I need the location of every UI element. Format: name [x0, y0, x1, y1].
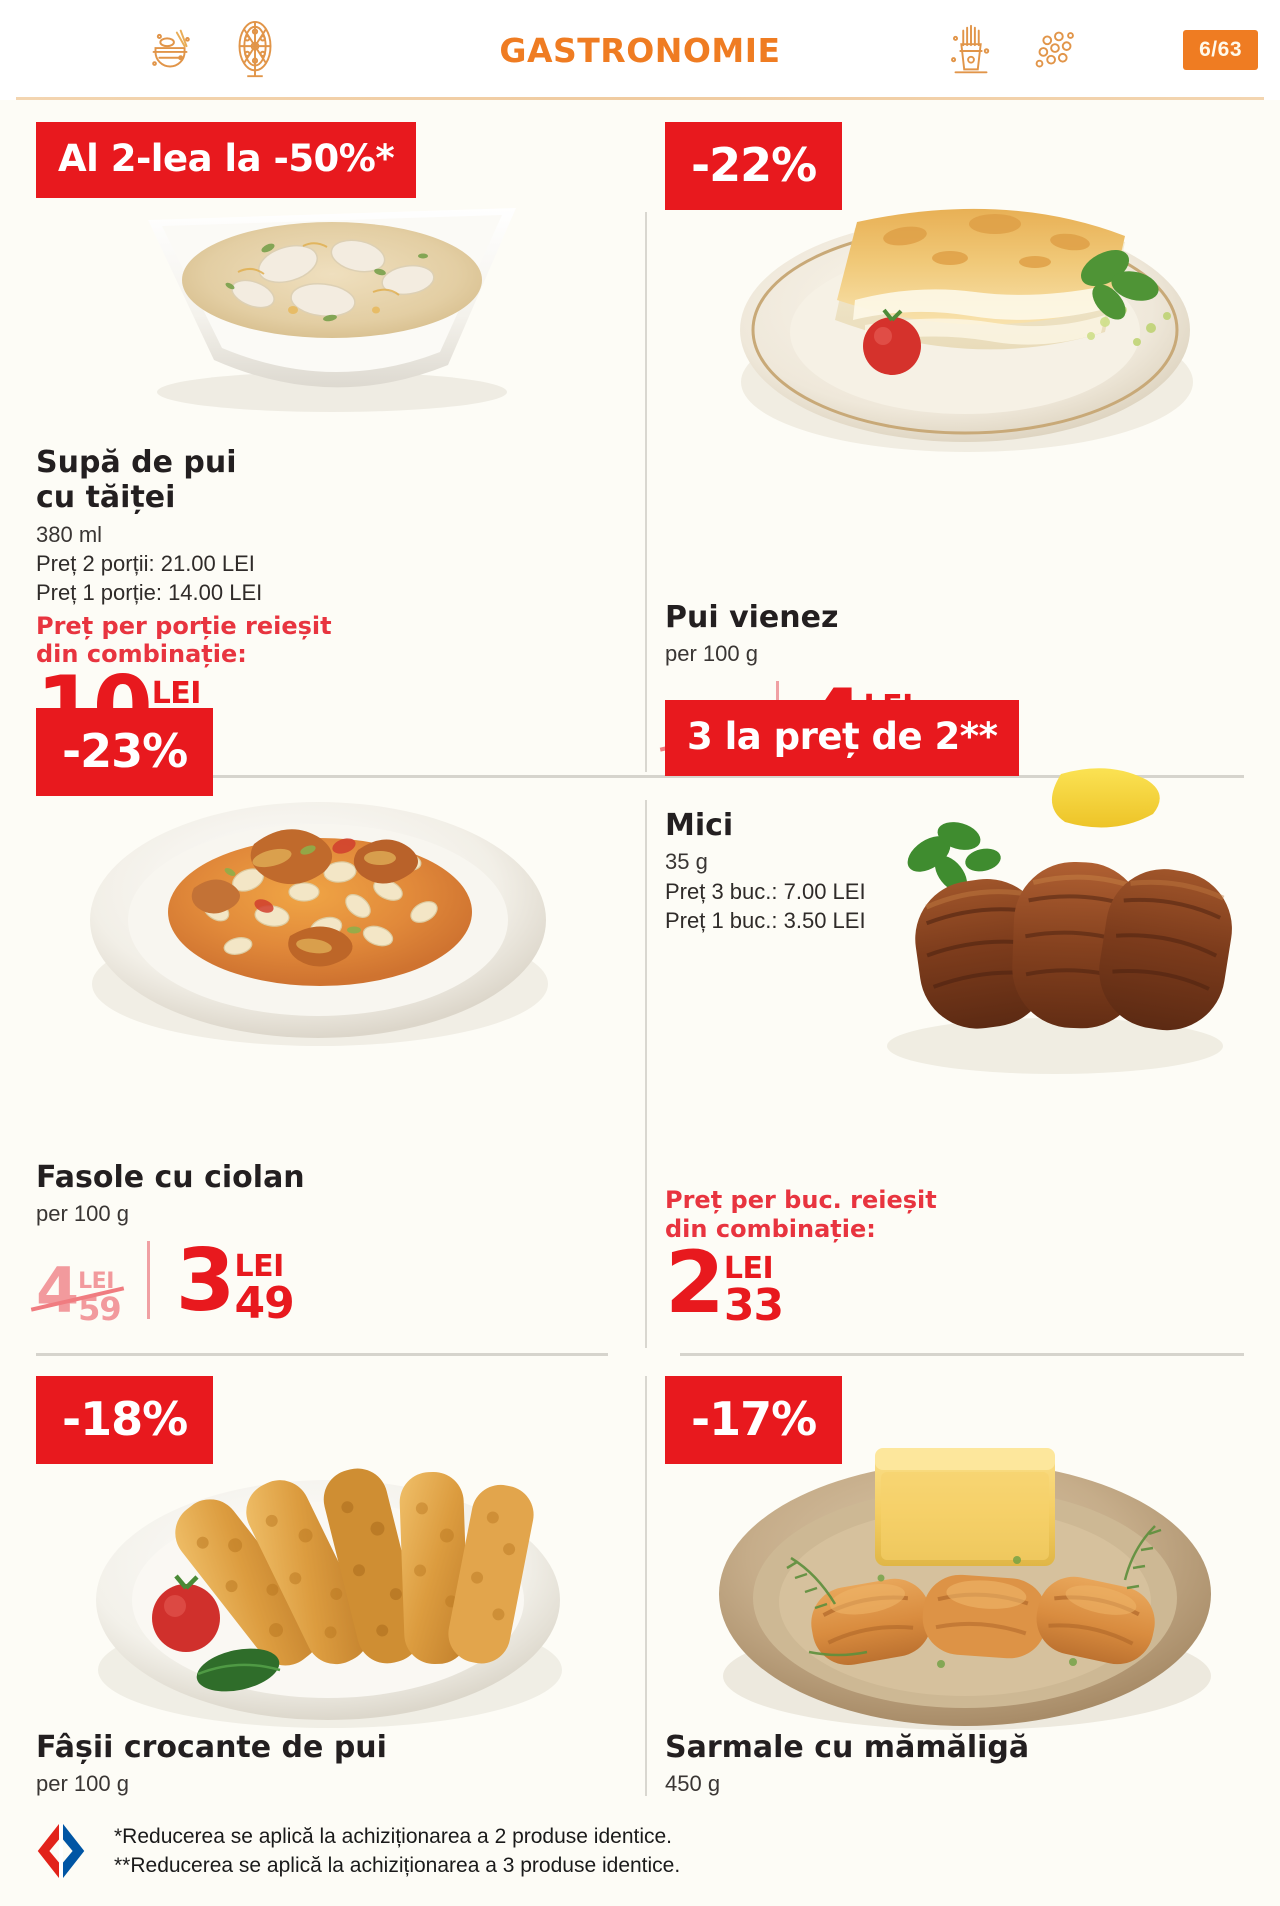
product-grid: Al 2-lea la -50%* Supă de pui cu tăiței …: [0, 100, 1280, 1896]
crispy-chicken-strips-photo: [58, 1418, 598, 1748]
combo-label: Preț per buc. reieșit din combinație:: [665, 1186, 937, 1243]
column-divider-row1: [645, 212, 647, 772]
page-header: GASTRONOMIE 6/63: [0, 0, 1280, 100]
row-divider-2-left: [36, 1353, 608, 1356]
footnote-2: **Reducerea se aplică la achiziționarea …: [114, 1854, 681, 1877]
page-footer: *Reducerea se aplică la achiziționarea a…: [0, 1796, 1280, 1906]
old-price: 4 LEI 59: [36, 1254, 122, 1329]
row-divider-1: [36, 775, 1244, 778]
product-name: Supă de pui cu tăiței: [36, 445, 237, 516]
product-card-fasole-cu-ciolan[interactable]: -23% Fasole cu ciolan per 100 g 4 LEI 59…: [18, 680, 638, 1348]
header-icons-right: [940, 19, 1086, 81]
product-price-line-1: Preț 2 porții: 21.00 LEI: [36, 551, 255, 577]
product-name: Fâșii crocante de pui: [36, 1730, 387, 1765]
discount-badge: -18%: [36, 1376, 214, 1464]
product-name: Mici: [665, 808, 734, 843]
page-title: GASTRONOMIE: [499, 30, 781, 70]
viennese-chicken-bake-photo: [705, 150, 1225, 470]
discount-badge: -22%: [665, 122, 843, 210]
fries-icon: [951, 24, 990, 74]
noodle-bowl-icon: [152, 29, 190, 68]
row-divider-2-right: [680, 1353, 1244, 1356]
price-row: 4 LEI 59 3 LEI 49: [36, 1230, 596, 1331]
product-unit: 450 g: [665, 1771, 721, 1797]
snack-dots-icon: [1035, 31, 1074, 68]
new-price: 2 LEI 33: [665, 1232, 784, 1333]
footnotes: *Reducerea se aplică la achiziționarea a…: [114, 1822, 680, 1881]
promo-badge: Al 2-lea la -50%*: [36, 122, 417, 198]
page-number-badge: 6/63: [1183, 30, 1258, 70]
header-icons-left: [140, 19, 286, 81]
carrefour-logo: [37, 1823, 85, 1879]
product-unit: per 100 g: [36, 1771, 129, 1797]
product-unit: per 100 g: [665, 641, 758, 667]
product-card-supa-de-pui[interactable]: Al 2-lea la -50%* Supă de pui cu tăiței …: [18, 100, 638, 770]
beans-with-pork-knuckle-photo: [58, 740, 578, 1070]
header-divider: [16, 97, 1264, 100]
product-name: Sarmale cu mămăligă: [665, 1730, 1030, 1765]
price-separator: [146, 1240, 150, 1319]
product-card-mici[interactable]: 3 la preț de 2** Mici 35 g Preț 3 buc.: …: [665, 680, 1265, 1348]
product-unit: per 100 g: [36, 1201, 129, 1227]
product-name: Pui vienez: [665, 600, 839, 635]
footnote-1: *Reducerea se aplică la achiziționarea a…: [114, 1824, 673, 1848]
product-card-pui-vienez[interactable]: -22% Pui vienez per 100 g 5 LEI 29 4 LEI: [665, 100, 1265, 770]
product-card-sarmale[interactable]: -17% Sarmale cu mămăligă 450 g 17 LEI 00…: [665, 1358, 1265, 1898]
column-divider-row2: [645, 800, 647, 1348]
product-unit: 35 g: [665, 849, 708, 875]
product-price-line-2: Preț 1 buc.: 3.50 LEI: [665, 907, 866, 933]
combo-label: Preț per porție reieșit din combinație:: [36, 611, 332, 669]
new-price: 3 LEI 49: [175, 1230, 295, 1331]
pizza-wheel-icon: [238, 20, 272, 78]
discount-badge: -23%: [36, 708, 214, 796]
product-name: Fasole cu ciolan: [36, 1160, 305, 1195]
price-row: 2 LEI 33: [665, 1232, 1125, 1333]
chicken-noodle-soup-photo: [118, 160, 538, 420]
sarmale-with-polenta-photo: [685, 1408, 1245, 1758]
product-price-line-2: Preț 1 porție: 14.00 LEI: [36, 580, 263, 606]
grilled-mici-photo: [855, 750, 1255, 1090]
column-divider-row3: [645, 1376, 647, 1896]
promo-badge: 3 la preț de 2**: [665, 700, 1020, 776]
discount-badge: -17%: [665, 1376, 843, 1464]
product-price-line-1: Preț 3 buc.: 7.00 LEI: [665, 878, 866, 904]
product-unit: 380 ml: [36, 521, 103, 547]
